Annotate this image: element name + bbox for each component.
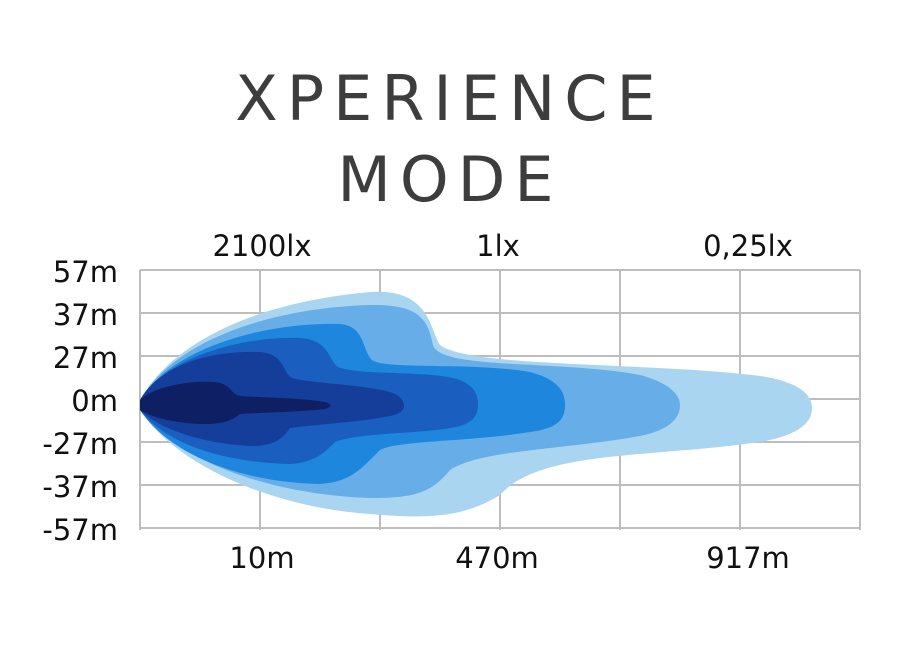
x-tick-label: 10m — [229, 541, 294, 575]
y-tick-label: 57m — [53, 255, 118, 289]
y-tick-label: 27m — [53, 341, 118, 375]
x-axis-labels: 10m 470m 917m — [229, 541, 789, 575]
x-tick-label: 917m — [706, 541, 790, 575]
lux-labels: 2100lx 1lx 0,25lx — [212, 229, 792, 263]
chart-title-line2: MODE — [337, 143, 563, 216]
y-tick-label: -57m — [42, 513, 118, 547]
y-tick-label: -27m — [42, 427, 118, 461]
zone-core — [140, 381, 331, 424]
x-tick-label: 470m — [455, 541, 539, 575]
y-tick-label: 37m — [53, 298, 118, 332]
lux-label: 2100lx — [212, 229, 311, 263]
lux-label: 1lx — [476, 229, 520, 263]
y-axis-labels: 57m 37m 27m 0m -27m -37m -57m — [42, 255, 118, 547]
illumination-zones — [140, 291, 812, 517]
lux-label: 0,25lx — [703, 229, 793, 263]
y-tick-label: 0m — [71, 384, 118, 418]
y-tick-label: -37m — [42, 470, 118, 504]
chart-title-line1: XPERIENCE — [235, 62, 665, 135]
